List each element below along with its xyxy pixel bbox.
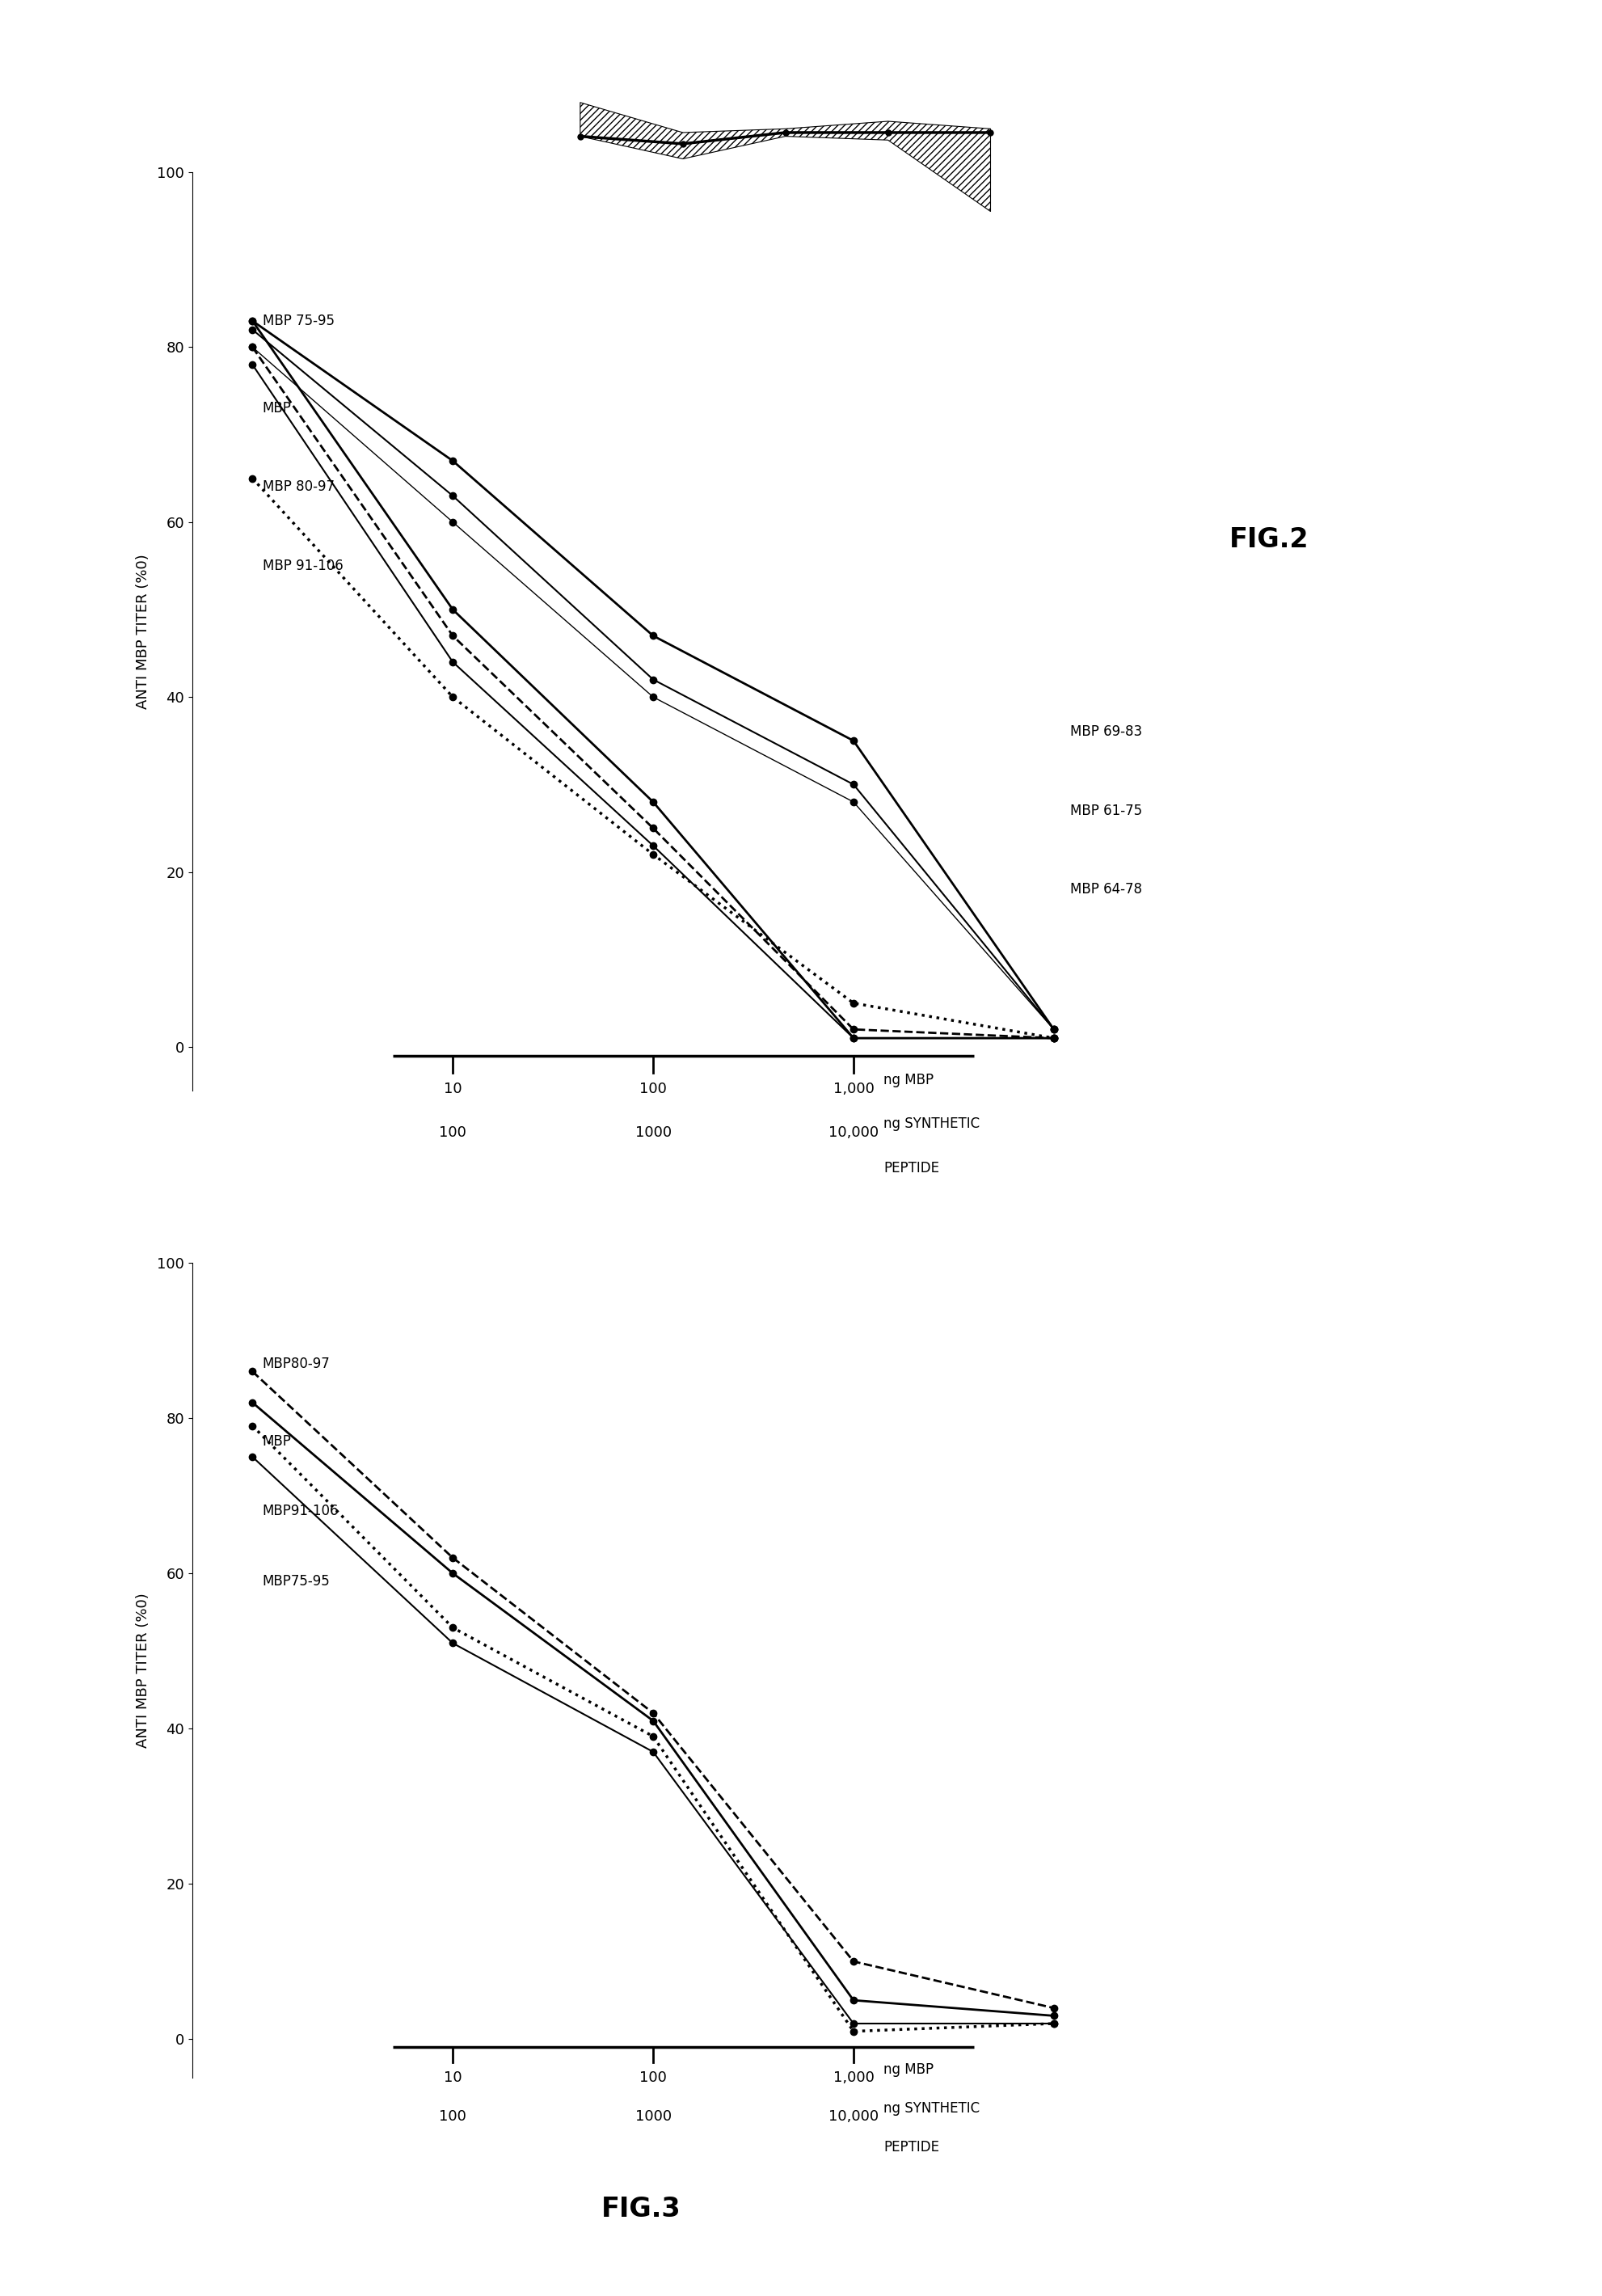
Text: MBP 75-95: MBP 75-95	[263, 315, 335, 328]
Text: FIG.3: FIG.3	[601, 2195, 681, 2223]
Text: MBP: MBP	[263, 1435, 292, 1449]
Text: 100: 100	[439, 1125, 466, 1141]
Y-axis label: ANTI MBP TITER (%0): ANTI MBP TITER (%0)	[136, 553, 151, 709]
Text: ng SYNTHETIC: ng SYNTHETIC	[883, 1116, 979, 1132]
Text: MBP 69-83: MBP 69-83	[1069, 726, 1141, 739]
Text: ng SYNTHETIC: ng SYNTHETIC	[883, 2101, 979, 2115]
Text: 100: 100	[639, 1081, 666, 1097]
Text: PEPTIDE: PEPTIDE	[883, 2140, 939, 2154]
Text: MBP75-95: MBP75-95	[263, 1573, 330, 1589]
Text: 1000: 1000	[634, 1125, 671, 1141]
Text: 1,000: 1,000	[833, 1081, 873, 1097]
Text: MBP 80-97: MBP 80-97	[263, 480, 335, 494]
Text: FIG.2: FIG.2	[1229, 526, 1309, 553]
Text: MBP: MBP	[263, 402, 292, 416]
Text: 100: 100	[439, 2110, 466, 2124]
Text: 1000: 1000	[634, 2110, 671, 2124]
Text: MBP 61-75: MBP 61-75	[1069, 804, 1141, 817]
Text: 10,000: 10,000	[828, 1125, 878, 1141]
Text: MBP 91-106: MBP 91-106	[263, 558, 343, 574]
Text: 10: 10	[444, 1081, 461, 1097]
Text: ng MBP: ng MBP	[883, 1072, 934, 1088]
Text: ng MBP: ng MBP	[883, 2062, 934, 2078]
Text: PEPTIDE: PEPTIDE	[883, 1159, 939, 1176]
Text: 1,000: 1,000	[833, 2071, 873, 2085]
Text: 10,000: 10,000	[828, 2110, 878, 2124]
Text: 10: 10	[444, 2071, 461, 2085]
Text: MBP80-97: MBP80-97	[263, 1357, 330, 1371]
Text: MBP91-106: MBP91-106	[263, 1504, 338, 1518]
Text: MBP 64-78: MBP 64-78	[1069, 882, 1141, 898]
Y-axis label: ANTI MBP TITER (%0): ANTI MBP TITER (%0)	[136, 1593, 151, 1747]
Text: 100: 100	[639, 2071, 666, 2085]
